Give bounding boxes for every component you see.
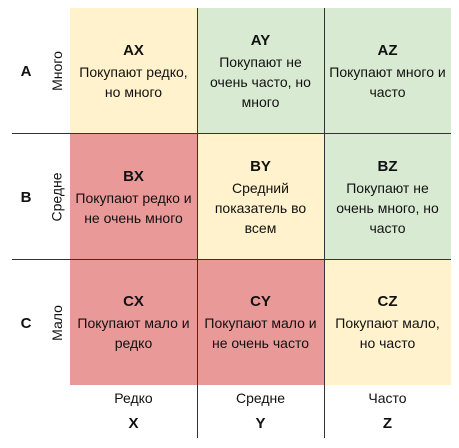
cell-ax: AX Покупают редко, но много [70,8,197,134]
col-label-x: Редко [114,390,153,406]
cell-bz: BZ Покупают не очень много, но часто [324,133,451,260]
cell-by: BY Средний показатель во всем [197,133,324,260]
row-letter-b: B [20,188,32,206]
cell-description: Покупают много и часто [329,63,446,100]
cell-cz: CZ Покупают мало, но часто [324,259,451,386]
cell-code: BY [250,157,271,175]
cell-code: CY [250,293,271,311]
divider-line [197,8,198,438]
row-letter-a: A [20,62,32,80]
cell-cx: CX Покупают мало и редко [70,259,197,386]
cell-ay: AY Покупают не очень часто, но много [197,8,324,134]
row-label-c: Мало [49,305,65,341]
cell-description: Покупают редко и не очень много [75,189,192,226]
col-letter-x: X [128,415,139,432]
cell-description: Средний показатель во всем [214,179,307,236]
cell-code: CX [123,293,144,311]
cell-description: Покупают не очень часто, но много [210,53,311,110]
cell-description: Покупают мало и не очень часто [204,315,317,352]
cell-code: BX [123,167,144,185]
col-letter-z: Z [382,415,393,432]
cell-code: AX [123,41,144,59]
cell-description: Покупают мало, но часто [335,315,440,352]
divider-line [12,133,451,134]
row-letter-c: C [20,314,32,332]
cell-description: Покупают не очень много, но часто [336,179,439,236]
divider-line [324,8,325,438]
cell-cy: CY Покупают мало и не очень часто [197,259,324,386]
cell-description: Покупают мало и редко [77,315,190,352]
col-label-y: Средне [235,390,286,406]
cell-code: AY [250,31,271,49]
col-letter-y: Y [255,415,266,432]
cell-bx: BX Покупают редко и не очень много [70,133,197,260]
row-label-b: Средне [49,172,65,222]
divider-line [12,259,451,260]
cell-description: Покупают редко, но много [79,63,188,100]
row-label-a: Много [49,51,66,91]
cell-az: AZ Покупают много и часто [324,8,451,134]
cell-code: AZ [377,41,398,59]
abc-xyz-matrix: AX Покупают редко, но много AY Покупают … [70,8,451,386]
cell-code: CZ [377,293,398,311]
col-label-z: Часто [368,390,407,406]
cell-code: BZ [377,157,398,175]
